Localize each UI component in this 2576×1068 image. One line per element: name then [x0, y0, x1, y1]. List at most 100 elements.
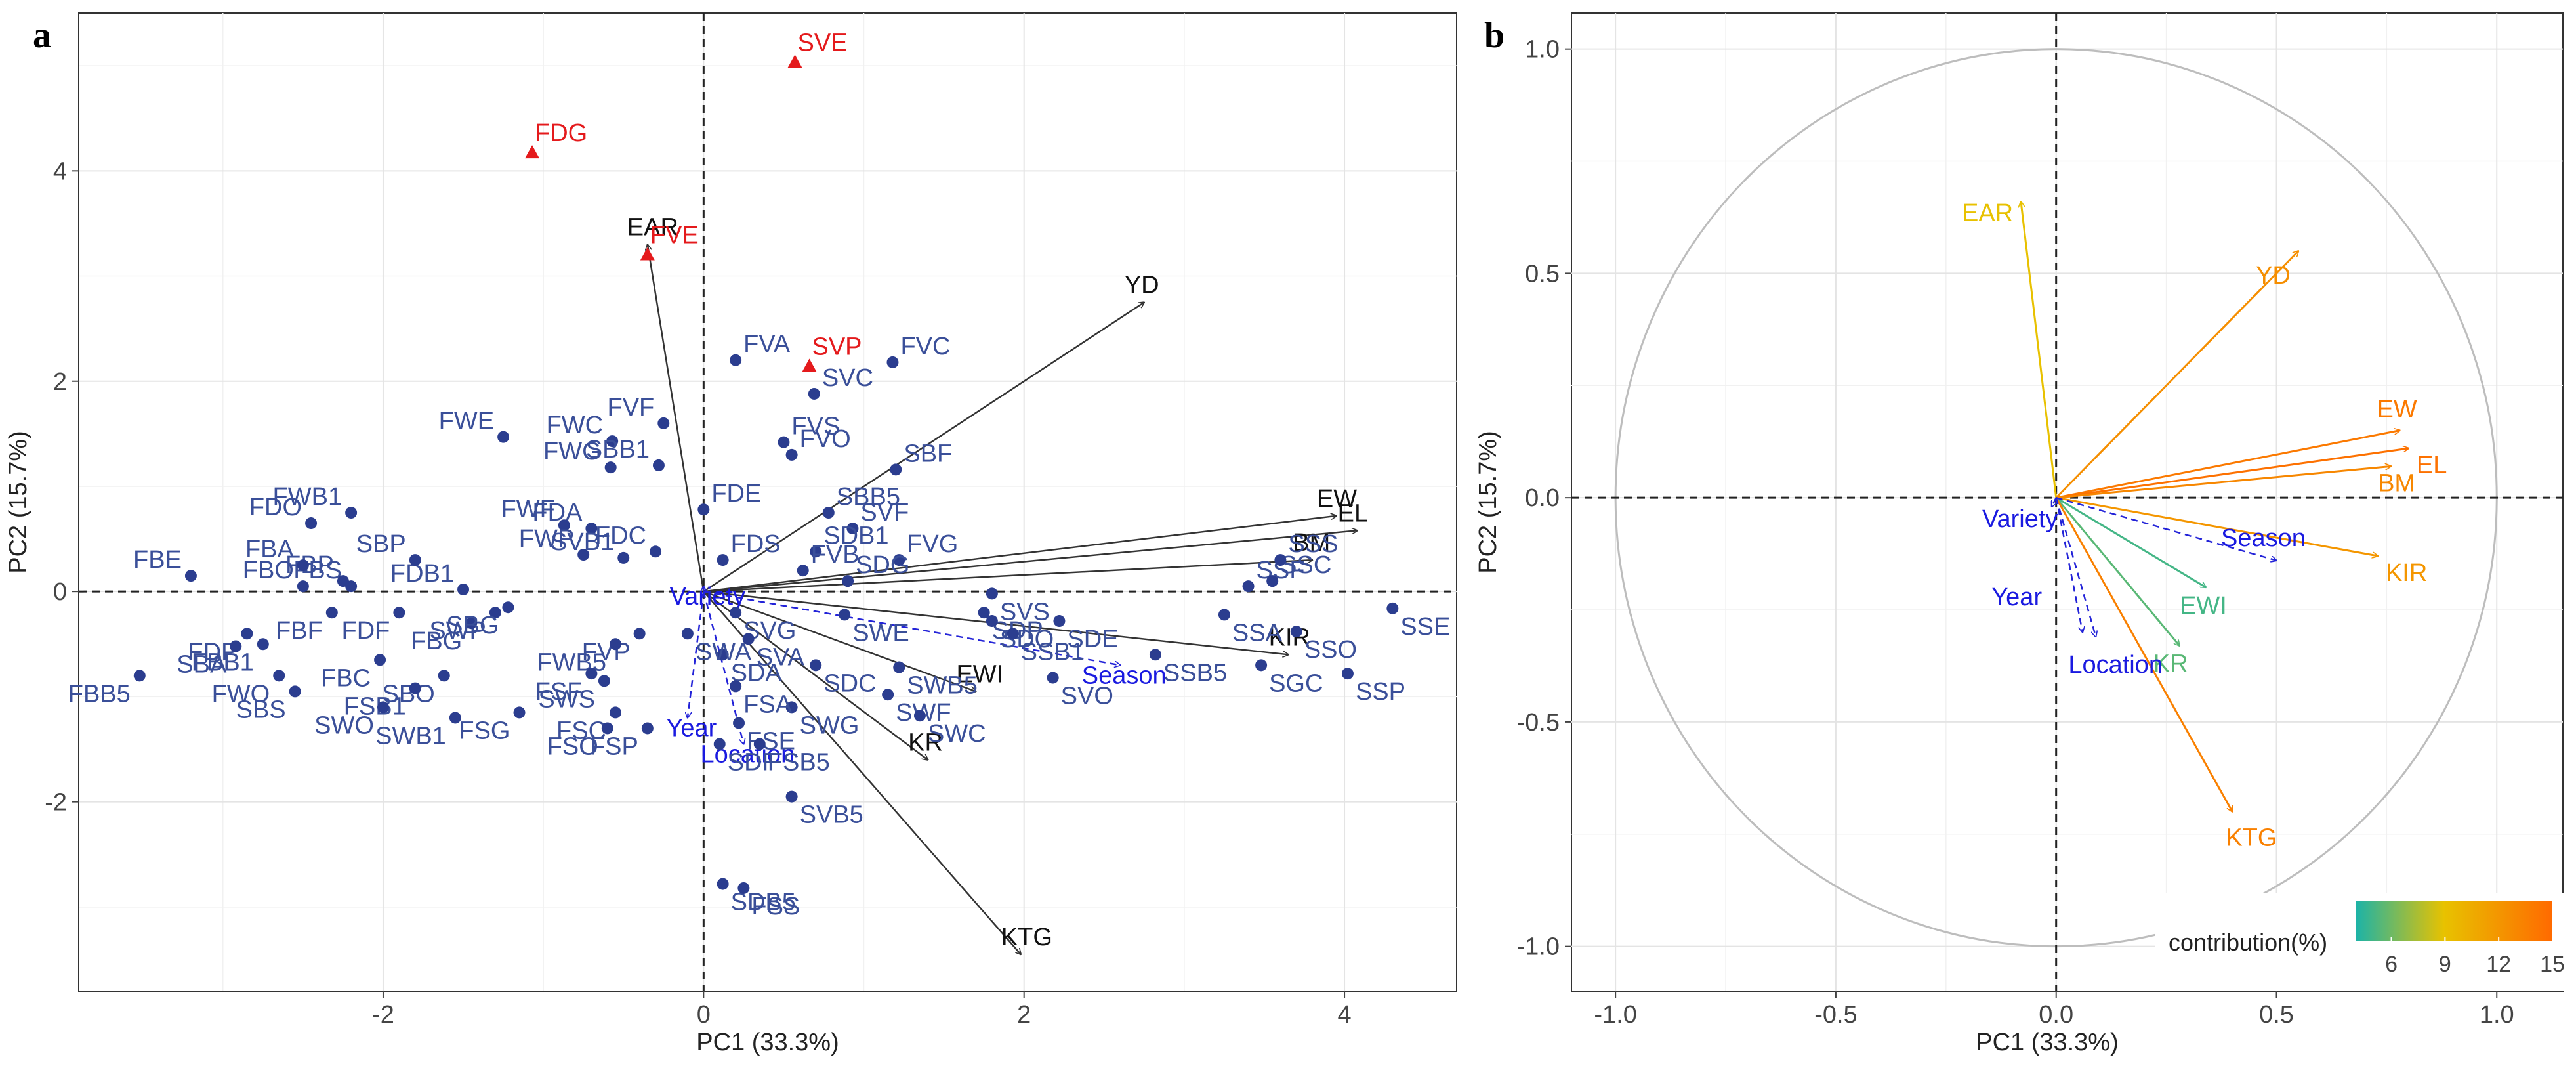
- vector-label-kr: KR: [908, 729, 943, 757]
- point-label-fvf: FVF: [607, 394, 654, 421]
- point-label-fwg: FWG: [543, 438, 602, 465]
- point-label-fsb5: FSB5: [768, 748, 830, 776]
- point-label-swo: SWO: [314, 712, 374, 739]
- panel-letter-a: a: [33, 15, 51, 56]
- point-marker-ssb5: [1149, 649, 1161, 661]
- point-label-fvs: FVS: [791, 413, 840, 440]
- point-marker-fve: [640, 247, 655, 261]
- point-label-svo: SVO: [1061, 683, 1113, 710]
- qualitative-label-year: Year: [1991, 584, 2042, 611]
- x-tick-label: 4: [1337, 1001, 1351, 1029]
- point-marker-fdc: [650, 545, 662, 558]
- vector-label-el: EL: [2417, 452, 2447, 479]
- point-marker-fdf: [393, 607, 405, 619]
- point-marker-fde: [697, 503, 710, 516]
- panel-a-y-axis-title: PC2 (15.7%): [5, 431, 32, 574]
- point-label-sve: SVE: [798, 29, 848, 56]
- point-label-sdf: SDF: [728, 748, 778, 776]
- point-marker-fwg: [604, 461, 617, 474]
- point-label-sdc: SDC: [823, 670, 876, 697]
- point-label-sbb1: SBB1: [586, 436, 650, 463]
- point-label-ssa: SSA: [1232, 619, 1283, 647]
- point-label-fvc: FVC: [900, 333, 950, 360]
- qualitative-vector-season: [2056, 496, 2277, 561]
- point-marker-sdb5: [717, 878, 729, 890]
- panel-b-y-axis-title: PC2 (15.7%): [1474, 431, 1502, 574]
- point-label-fwf: FWF: [501, 496, 555, 523]
- point-marker-swo: [377, 701, 389, 714]
- vector-yd: [703, 303, 1144, 593]
- y-tick-label: 1.0: [1525, 36, 1560, 64]
- point-label-svb5: SVB5: [800, 801, 863, 829]
- point-marker-svb1: [617, 551, 630, 564]
- point-marker-fbe: [184, 570, 197, 582]
- point-label-svs: SVS: [1000, 598, 1050, 626]
- vector-ear: [2021, 202, 2058, 498]
- point-label-fsa: FSA: [743, 691, 793, 718]
- point-label-sws: SWS: [538, 685, 595, 713]
- point-label-fdg: FDG: [535, 119, 587, 147]
- point-marker-sdc: [810, 659, 822, 672]
- point-marker-sve: [787, 54, 802, 68]
- point-label-fvb: FVB: [811, 541, 860, 568]
- point-marker-fbg: [465, 617, 478, 630]
- point-marker-fso: [601, 722, 613, 735]
- point-marker-fda: [585, 523, 598, 535]
- point-marker-ssf: [1242, 580, 1255, 593]
- point-marker-fsg: [513, 706, 526, 719]
- point-marker-sda: [717, 649, 729, 661]
- point-label-ssc: SSC: [1280, 551, 1331, 579]
- y-tick-label: 4: [53, 158, 67, 185]
- point-marker-swe: [839, 609, 851, 621]
- point-label-fss: FSS: [751, 893, 800, 920]
- point-marker-fvs: [778, 436, 790, 448]
- legend-title: contribution(%): [2169, 929, 2327, 956]
- point-label-swa: SWA: [696, 638, 752, 666]
- point-label-svc: SVC: [822, 364, 873, 392]
- x-tick-label: -1.0: [1594, 1001, 1636, 1029]
- vector-bm: [703, 560, 1312, 593]
- point-marker-svs: [986, 587, 998, 600]
- point-marker-fbf: [325, 607, 338, 619]
- point-label-svb1: SVB1: [551, 528, 614, 556]
- point-marker-sde: [1053, 615, 1066, 628]
- point-label-sgc: SGC: [1269, 670, 1323, 697]
- panel-b-ticks: -1.0 -0.5 0.0 0.5 1.0 -1.0 -0.5 0.0 0.5 1.0: [1517, 36, 2514, 1029]
- x-tick-label: 1.0: [2480, 1001, 2514, 1029]
- point-label-fwc: FWC: [547, 412, 604, 439]
- y-tick-label: 0: [53, 578, 67, 606]
- point-marker-sbf: [890, 463, 902, 476]
- vector-kir: [2056, 496, 2378, 556]
- vector-label-kir: KIR: [1269, 624, 1310, 651]
- point-label-fdf: FDF: [341, 617, 390, 645]
- point-marker-swb1: [449, 712, 461, 724]
- point-label-fso: FSO: [547, 733, 598, 760]
- point-marker-ssa: [1218, 609, 1230, 621]
- vector-label-yd: YD: [1125, 272, 1159, 299]
- point-marker-fdo: [305, 517, 318, 530]
- x-tick-label: -2: [372, 1001, 394, 1029]
- vector-label-bm: BM: [1293, 529, 1330, 557]
- vector-label-ear: EAR: [1962, 200, 2013, 227]
- x-tick-label: 0.0: [2039, 1001, 2073, 1029]
- point-label-sva: SVA: [757, 643, 805, 671]
- point-marker-swb5: [893, 661, 905, 673]
- point-label-sse: SSE: [1400, 613, 1450, 641]
- vector-ew: [2056, 431, 2400, 499]
- point-label-fwp: FWP: [519, 525, 574, 553]
- vector-ktg: [2055, 497, 2233, 811]
- point-marker-fsp: [641, 722, 654, 735]
- point-label-fbb5: FBB5: [68, 680, 131, 708]
- point-marker-sva: [742, 633, 755, 645]
- vector-ear: [648, 244, 705, 592]
- point-marker-fds: [717, 554, 729, 566]
- point-marker-fwp: [577, 549, 590, 561]
- point-marker-sdb1: [810, 545, 822, 558]
- qualitative-label-season: Season: [2221, 524, 2306, 552]
- x-tick-label: -0.5: [1814, 1001, 1857, 1029]
- legend-colorbar: [2356, 901, 2552, 941]
